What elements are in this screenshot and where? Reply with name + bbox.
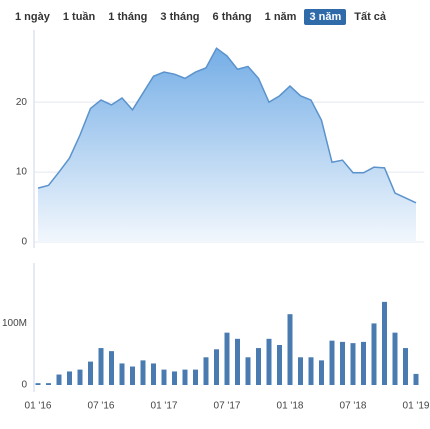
bar	[109, 351, 114, 385]
y-tick-label: 100M	[2, 318, 27, 329]
bar	[182, 369, 188, 385]
range-button[interactable]: 3 tháng	[160, 11, 200, 23]
bar	[35, 383, 41, 385]
y-tick-label: 20	[16, 97, 28, 108]
bar	[235, 338, 240, 385]
bar	[340, 341, 345, 385]
y-tick-label: 0	[21, 237, 27, 248]
range-button[interactable]: 1 tháng	[108, 11, 148, 23]
bar	[245, 357, 251, 385]
range-button[interactable]: 6 tháng	[212, 11, 252, 23]
bar	[172, 371, 177, 385]
x-tick-label: 07 '17	[214, 401, 241, 412]
bar	[56, 374, 62, 385]
bar	[46, 383, 51, 385]
bar	[67, 371, 72, 385]
range-button[interactable]: 1 tuần	[62, 11, 96, 23]
bar	[256, 348, 261, 385]
x-tick-label: 01 '17	[151, 401, 178, 412]
x-tick-label: 01 '18	[277, 401, 304, 412]
bar	[382, 301, 387, 385]
bar	[119, 363, 125, 385]
bar	[203, 357, 209, 385]
x-tick-label: 07 '16	[88, 401, 115, 412]
y-tick-label: 0	[21, 380, 27, 391]
bar	[298, 357, 303, 385]
bar	[350, 343, 356, 385]
range-button[interactable]: Tất cả	[354, 11, 387, 23]
bar	[140, 360, 146, 385]
bar	[88, 361, 93, 385]
bar	[98, 348, 104, 385]
bar	[266, 338, 272, 385]
bar	[224, 332, 230, 385]
range-buttons: 1 ngày 1 tuần 1 tháng 3 tháng 6 tháng 1 năm 3 …	[10, 9, 394, 25]
x-tick-label: 01 '16	[25, 401, 52, 412]
range-button[interactable]: 3 năm	[304, 9, 347, 25]
price-line	[37, 47, 417, 204]
area-fill	[38, 48, 416, 242]
bar	[361, 341, 366, 385]
x-tick-label: 01 '19	[403, 401, 430, 412]
bar	[371, 323, 377, 385]
bar	[403, 348, 408, 385]
bar	[214, 349, 219, 385]
y-tick-label: 10	[16, 167, 28, 178]
x-tick-label: 07 '18	[340, 401, 367, 412]
bar	[392, 332, 398, 385]
bar	[277, 344, 282, 385]
range-button[interactable]: 1 ngày	[15, 11, 50, 23]
bar	[193, 369, 198, 385]
bar	[319, 360, 324, 385]
range-button[interactable]: 1 năm	[264, 11, 297, 23]
bar	[77, 369, 83, 385]
bar	[161, 369, 167, 385]
bar	[413, 373, 419, 385]
bar	[151, 363, 156, 385]
bar	[329, 340, 335, 385]
bar	[287, 314, 293, 385]
bar	[308, 357, 314, 385]
bar	[130, 366, 135, 385]
